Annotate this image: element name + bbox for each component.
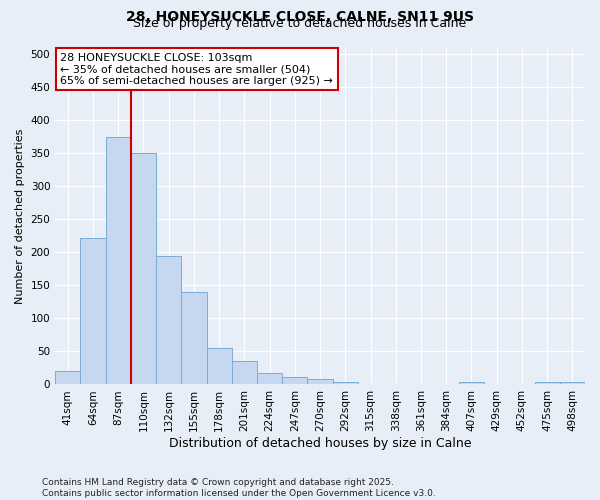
Bar — [282, 376, 307, 384]
Bar — [206, 348, 232, 385]
Text: Size of property relative to detached houses in Calne: Size of property relative to detached ho… — [133, 18, 467, 30]
X-axis label: Distribution of detached houses by size in Calne: Distribution of detached houses by size … — [169, 437, 472, 450]
Text: 28, HONEYSUCKLE CLOSE, CALNE, SN11 9US: 28, HONEYSUCKLE CLOSE, CALNE, SN11 9US — [126, 10, 474, 24]
Bar — [131, 153, 156, 384]
Bar — [332, 382, 358, 384]
Bar — [55, 371, 80, 384]
Bar — [307, 379, 332, 384]
Y-axis label: Number of detached properties: Number of detached properties — [15, 128, 25, 304]
Bar — [156, 256, 181, 384]
Bar — [181, 292, 206, 384]
Bar — [80, 238, 106, 384]
Bar — [257, 372, 282, 384]
Bar — [106, 136, 131, 384]
Bar — [232, 362, 257, 384]
Text: 28 HONEYSUCKLE CLOSE: 103sqm
← 35% of detached houses are smaller (504)
65% of s: 28 HONEYSUCKLE CLOSE: 103sqm ← 35% of de… — [61, 52, 334, 86]
Bar — [560, 382, 585, 384]
Bar — [535, 382, 560, 384]
Bar — [459, 382, 484, 384]
Text: Contains HM Land Registry data © Crown copyright and database right 2025.
Contai: Contains HM Land Registry data © Crown c… — [42, 478, 436, 498]
